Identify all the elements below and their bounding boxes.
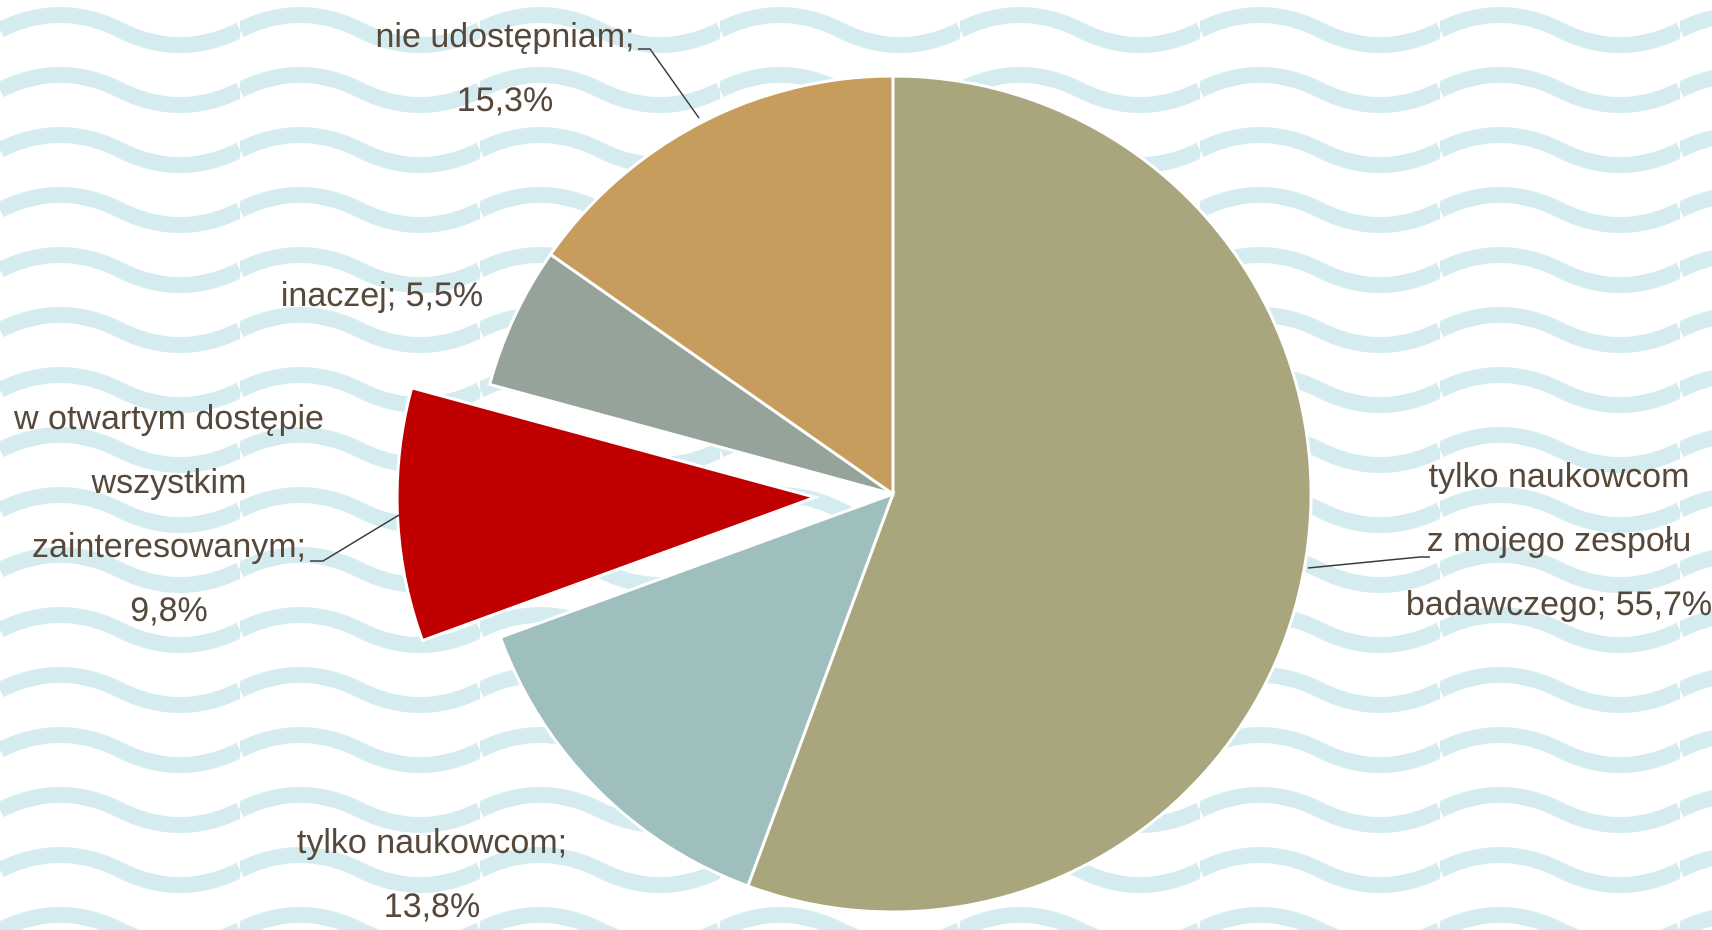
slice-label: badawczego; 55,7% (1406, 585, 1712, 623)
slice-label: tylko naukowcom (1429, 457, 1690, 495)
pie-slice (745, 74, 1313, 914)
leader-line (638, 48, 700, 119)
slice-label: 15,3% (457, 81, 553, 119)
pie-slice (395, 385, 821, 643)
pie-slice (498, 491, 896, 888)
pie-slice (487, 252, 894, 496)
slice-label: 9,8% (130, 591, 208, 629)
slice-label: z mojego zespołu (1427, 521, 1692, 559)
slice-label: 13,8% (384, 887, 480, 925)
labels: tylko naukowcom z mojego zespołu badawczeg… (13, 17, 1712, 925)
slice-label: inaczej; 5,5% (281, 276, 483, 314)
leader-line (310, 514, 400, 562)
leader-line (1307, 556, 1430, 569)
pie (395, 74, 1313, 914)
slice-label: w otwartym dostępie (13, 399, 324, 437)
slice-label: wszystkim (91, 463, 247, 501)
slice-label: nie udostępniam; (376, 17, 635, 55)
slice-label: zainteresowanym; (32, 527, 306, 565)
pie-slice (548, 74, 895, 497)
leader-lines (310, 48, 1430, 569)
slice-label: tylko naukowcom; (297, 823, 567, 861)
